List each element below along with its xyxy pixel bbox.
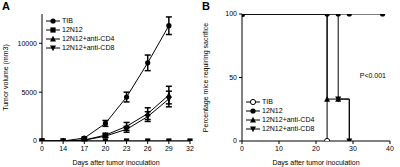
html-text:12N12+anti-CD4: 12N12+anti-CD4 [62, 35, 115, 42]
svg-text:26: 26 [144, 145, 152, 152]
html-text:12N12+anti-CD4: 12N12+anti-CD4 [262, 116, 315, 123]
html-text:A: A [2, 0, 10, 12]
svg-text:0: 0 [33, 137, 37, 144]
svg-text:14: 14 [59, 145, 67, 152]
svg-text:20: 20 [312, 145, 320, 152]
svg-text:100: 100 [225, 10, 237, 17]
svg-text:Percentage mice requiring sacr: Percentage mice requiring sacrifice [202, 23, 210, 132]
svg-text:29: 29 [165, 145, 173, 152]
svg-text:32: 32 [186, 145, 194, 152]
svg-text:5000: 5000 [21, 89, 37, 96]
svg-text:40: 40 [386, 145, 392, 152]
html-text:B: B [202, 0, 210, 12]
svg-text:23: 23 [123, 145, 131, 152]
svg-text:Tumor volume (mm3): Tumor volume (mm3) [8, 44, 10, 111]
svg-text:10000: 10000 [18, 40, 38, 47]
html-text:12N12: 12N12 [262, 107, 283, 114]
svg-text:Days after tumor inoculation: Days after tumor inoculation [72, 159, 159, 167]
html-text:TIB: TIB [262, 98, 273, 105]
svg-text:50: 50 [229, 74, 237, 81]
svg-text:10: 10 [275, 145, 283, 152]
html-text:12N12+anti-CD8: 12N12+anti-CD8 [262, 125, 315, 132]
svg-text:0: 0 [233, 137, 237, 144]
svg-text:17: 17 [80, 145, 88, 152]
svg-text:30: 30 [349, 145, 357, 152]
svg-text:20: 20 [102, 145, 110, 152]
svg-text:0: 0 [40, 145, 44, 152]
html-text:12N12+anti-CD8: 12N12+anti-CD8 [62, 44, 115, 51]
html-text:12N12: 12N12 [62, 26, 83, 33]
html-text:P<0.001: P<0.001 [359, 72, 386, 79]
svg-text:0: 0 [240, 145, 244, 152]
html-text:TIB: TIB [62, 17, 73, 24]
svg-text:Days after tumor inoculation: Days after tumor inoculation [272, 159, 359, 167]
